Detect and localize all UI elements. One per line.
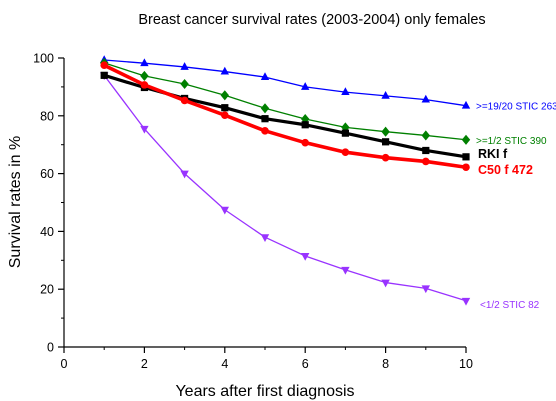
data-point xyxy=(140,125,149,134)
series-label: C50 f 472 xyxy=(478,163,533,177)
data-point xyxy=(381,91,390,99)
series-1-2-stic-82 xyxy=(100,72,471,306)
data-point xyxy=(220,206,229,215)
series-labels: >=19/20 STIC 263 >=1/2 STIC 390 <1/2 STIC … xyxy=(476,102,556,311)
data-point xyxy=(180,62,189,70)
y-tick-label: 20 xyxy=(40,283,54,297)
data-point xyxy=(220,66,229,75)
x-tick-label: 4 xyxy=(221,357,228,371)
data-point xyxy=(461,100,471,109)
data-point xyxy=(260,103,270,114)
x-tick-label: 8 xyxy=(382,357,389,371)
data-point xyxy=(462,153,470,161)
series-line xyxy=(103,63,467,170)
data-point xyxy=(422,157,430,166)
x-axis-ticks: 0 2 4 6 8 10 xyxy=(61,347,473,371)
data-point xyxy=(301,82,310,90)
series-1-2-stic-390 xyxy=(100,57,471,145)
series-c50-f-472 xyxy=(100,61,470,172)
y-axis-ticks: 0 20 40 60 80 100 xyxy=(33,52,64,355)
series-line xyxy=(103,62,467,141)
data-point xyxy=(180,78,189,90)
y-axis-title: Survival rates in % xyxy=(7,136,24,269)
chart-title: Breast cancer survival rates (2003-2004)… xyxy=(138,12,485,28)
series-label: >=1/2 STIC 390 xyxy=(476,136,547,147)
series-label: <1/2 STIC 82 xyxy=(480,300,540,311)
data-point xyxy=(100,61,108,70)
data-point xyxy=(260,234,270,243)
data-point xyxy=(461,297,471,306)
series-19-20-stic-263 xyxy=(100,55,471,109)
data-point xyxy=(341,266,350,275)
series-line xyxy=(103,74,467,302)
data-point xyxy=(422,146,430,155)
data-point xyxy=(180,96,189,105)
series-label: >=19/20 STIC 263 xyxy=(476,102,556,113)
data-point xyxy=(221,104,229,112)
data-point xyxy=(462,163,470,172)
data-point xyxy=(301,121,309,129)
series-label: RKI f xyxy=(478,147,508,161)
data-point xyxy=(421,285,430,294)
data-point xyxy=(140,58,149,67)
data-point xyxy=(341,148,350,157)
data-point xyxy=(341,87,350,96)
data-point xyxy=(421,94,430,103)
data-point xyxy=(381,279,390,288)
data-point xyxy=(100,71,108,79)
y-tick-label: 80 xyxy=(40,109,54,123)
data-point xyxy=(461,134,471,145)
series-rki-f xyxy=(100,71,470,161)
data-point xyxy=(421,130,430,141)
x-tick-label: 10 xyxy=(459,357,473,371)
data-point xyxy=(382,138,390,146)
x-axis-title: Years after first diagnosis xyxy=(175,383,354,400)
data-point xyxy=(140,70,149,81)
y-tick-label: 40 xyxy=(40,225,54,239)
data-point xyxy=(301,253,310,261)
data-point xyxy=(180,170,189,179)
data-point xyxy=(381,153,390,162)
data-point xyxy=(220,90,229,101)
data-point xyxy=(341,129,349,137)
data-point xyxy=(381,126,390,137)
data-point xyxy=(261,127,269,135)
data-point xyxy=(260,72,270,81)
y-tick-label: 0 xyxy=(47,341,54,355)
data-point xyxy=(301,138,310,147)
y-tick-label: 100 xyxy=(33,52,54,66)
x-tick-label: 2 xyxy=(141,357,148,371)
data-point xyxy=(221,111,229,120)
series-layer xyxy=(100,55,471,306)
x-tick-label: 6 xyxy=(302,357,309,371)
data-point xyxy=(140,81,149,89)
y-tick-label: 60 xyxy=(40,167,54,181)
series-line xyxy=(104,59,467,107)
data-point xyxy=(261,115,269,123)
x-tick-label: 0 xyxy=(61,357,68,371)
